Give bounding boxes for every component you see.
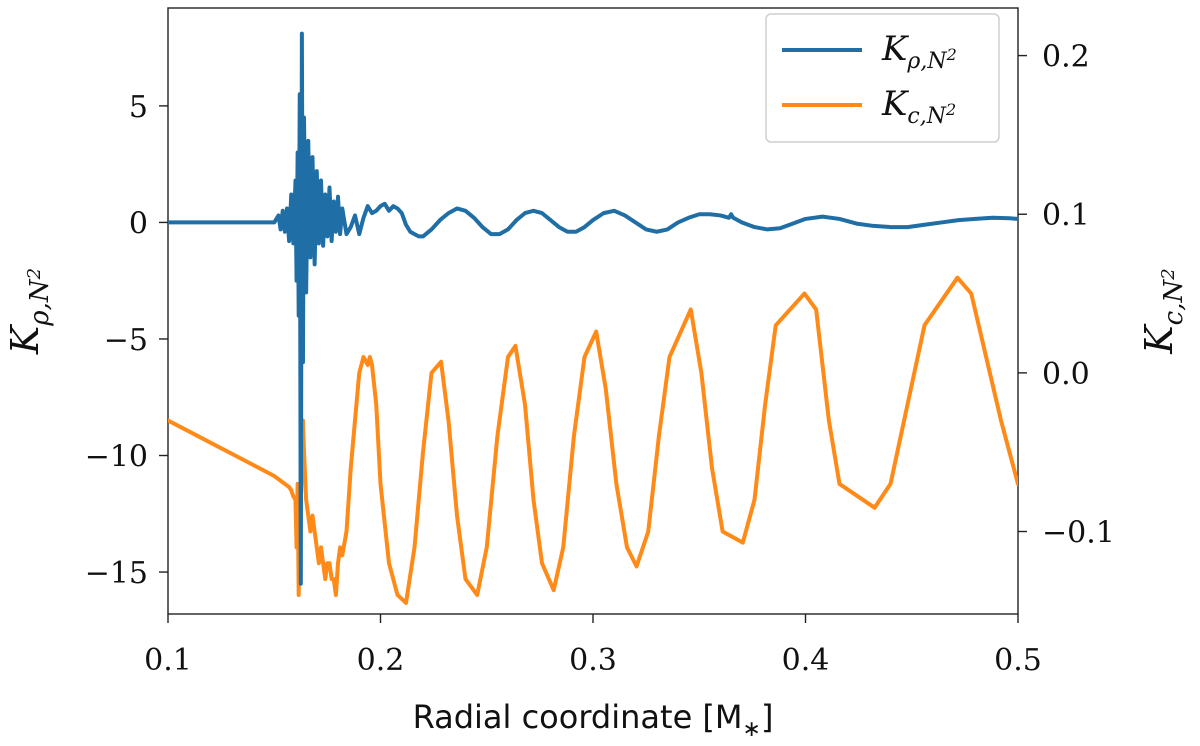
x-axis-label: Radial coordinate [M∗] [413,698,774,742]
y-left-tick-label: −15 [85,556,148,591]
y-left-tick-label: 0 [129,206,148,241]
x-tick-label: 0.1 [144,643,192,678]
y-right-axis-label: Kc,N2 [1137,268,1189,354]
y-right-tick-label: −0.1 [1042,516,1115,551]
x-tick-label: 0.2 [357,643,405,678]
y-left-tick-label: −10 [85,440,148,475]
x-tick-label: 0.5 [994,643,1042,678]
plot-layer [168,31,1018,605]
y-left-tick-label: 5 [129,90,148,125]
legend: Kρ,N2 Kc,N2 [765,13,1000,143]
y-right-tick-label: 0.1 [1042,198,1090,233]
y-right-tick-label: 0.2 [1042,40,1090,75]
legend-box [765,13,1000,143]
series-line-rho [168,31,1018,586]
y-left-tick-label: −5 [104,323,148,358]
svg-text:Kρ,N2: Kρ,N2 [3,268,55,355]
tick-layer: 0.1 0.2 0.3 0.4 0.5 5 0 −5 −10 −15 0.2 0.1 0.0 −0.1 [85,40,1115,678]
svg-text:Kc,N2: Kc,N2 [1137,268,1189,354]
series-line-c [168,275,1018,605]
y-right-tick-label: 0.0 [1042,357,1090,392]
x-tick-label: 0.4 [782,643,830,678]
y-left-axis-label: Kρ,N2 [3,268,55,355]
x-tick-label: 0.3 [569,643,617,678]
